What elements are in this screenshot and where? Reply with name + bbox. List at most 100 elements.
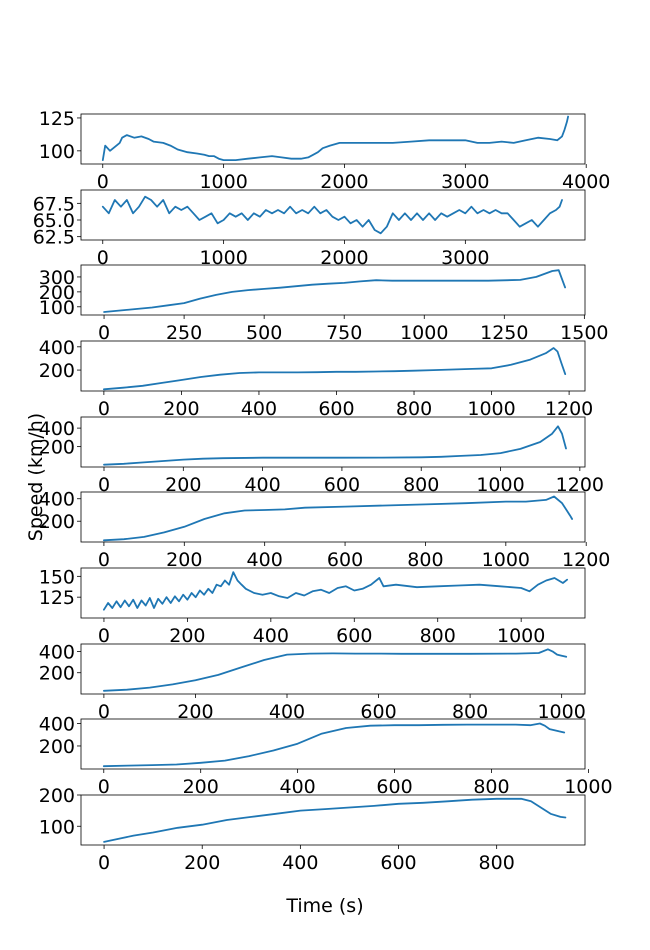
y-tick-label: 200 bbox=[39, 785, 75, 807]
plot-frame-5 bbox=[80, 416, 586, 468]
y-tick-label: 200 bbox=[39, 360, 75, 382]
series-line-10 bbox=[103, 797, 567, 843]
plot-frame-3 bbox=[80, 264, 586, 316]
x-tick-label: 1200 bbox=[556, 474, 604, 496]
x-tick-label: 1500 bbox=[560, 322, 608, 344]
x-tick-label: 0 bbox=[97, 171, 109, 193]
series-line-5 bbox=[103, 425, 567, 466]
plot-frame-6 bbox=[80, 491, 586, 543]
x-tick-label: 0 bbox=[98, 852, 110, 874]
x-tick-label: 600 bbox=[380, 852, 416, 874]
x-axis-title: Time (s) bbox=[285, 895, 363, 917]
x-tick-label: 3000 bbox=[441, 171, 489, 193]
x-tick-label: 400 bbox=[244, 474, 280, 496]
series-line-6 bbox=[103, 495, 573, 542]
y-tick-label: 125 bbox=[39, 108, 75, 130]
x-tick-label: 800 bbox=[420, 625, 456, 647]
x-tick-label: 2000 bbox=[320, 247, 368, 269]
plot-frame-1 bbox=[80, 113, 586, 165]
x-tick-label: 1000 bbox=[564, 776, 612, 798]
y-tick-label: 200 bbox=[39, 736, 75, 758]
y-axis-title: Speed (km/h) bbox=[25, 413, 47, 541]
series-line-2 bbox=[101, 195, 563, 235]
series-line-1 bbox=[101, 115, 569, 161]
x-tick-label: 1000 bbox=[400, 322, 448, 344]
x-tick-label: 600 bbox=[336, 625, 372, 647]
y-tick-label: 200 bbox=[39, 282, 75, 304]
y-tick-label: 400 bbox=[39, 489, 75, 511]
plot-frame-7 bbox=[80, 567, 586, 619]
x-tick-label: 400 bbox=[282, 852, 318, 874]
x-tick-label: 1000 bbox=[476, 474, 524, 496]
x-tick-label: 200 bbox=[177, 701, 213, 723]
plot-frame-2 bbox=[80, 189, 586, 241]
x-tick-label: 0 bbox=[98, 701, 110, 723]
series-line-3 bbox=[103, 269, 566, 313]
series-line-9 bbox=[102, 722, 566, 768]
subplot-2: 0 1000 2000 3000 62.565.067.5 bbox=[33, 189, 586, 269]
x-tick-label: 0 bbox=[97, 247, 109, 269]
plot-frame-10 bbox=[80, 794, 586, 846]
y-tick-label: 100 bbox=[39, 297, 75, 319]
x-tick-label: 0 bbox=[98, 625, 110, 647]
x-tick-label: 250 bbox=[166, 322, 202, 344]
x-tick-label: 200 bbox=[165, 474, 201, 496]
y-tick-label: 300 bbox=[39, 267, 75, 289]
x-tick-label: 3000 bbox=[441, 247, 489, 269]
y-tick-label: 200 bbox=[39, 437, 75, 459]
y-tick-label: 100 bbox=[39, 141, 75, 163]
x-tick-label: 500 bbox=[246, 322, 282, 344]
plot-frame-8 bbox=[80, 643, 586, 695]
x-tick-label: 800 bbox=[396, 398, 432, 420]
x-tick-label: 1000 bbox=[482, 549, 530, 571]
x-tick-label: 400 bbox=[279, 776, 315, 798]
x-tick-label: 0 bbox=[98, 322, 110, 344]
x-tick-label: 1000 bbox=[199, 171, 247, 193]
x-tick-label: 1200 bbox=[562, 549, 610, 571]
x-tick-label: 400 bbox=[253, 625, 289, 647]
x-tick-label: 4000 bbox=[562, 171, 610, 193]
x-tick-label: 600 bbox=[360, 701, 396, 723]
x-tick-label: 400 bbox=[269, 701, 305, 723]
x-tick-label: 200 bbox=[166, 549, 202, 571]
x-tick-label: 600 bbox=[318, 398, 354, 420]
x-tick-label: 800 bbox=[473, 776, 509, 798]
plot-frame-9 bbox=[80, 718, 586, 770]
plot-frame-4 bbox=[80, 340, 586, 392]
x-tick-label: 200 bbox=[184, 852, 220, 874]
x-tick-label: 0 bbox=[98, 549, 110, 571]
x-tick-label: 1000 bbox=[199, 247, 247, 269]
x-tick-label: 800 bbox=[403, 474, 439, 496]
y-tick-label: 125 bbox=[39, 587, 75, 609]
y-tick-label: 100 bbox=[39, 816, 75, 838]
y-tick-label: 62.5 bbox=[33, 227, 75, 249]
x-tick-label: 200 bbox=[163, 398, 199, 420]
subplot-10: 0 200 400 600 800 100 200 bbox=[39, 785, 586, 874]
y-tick-label: 200 bbox=[39, 511, 75, 533]
y-tick-label: 67.5 bbox=[33, 193, 75, 215]
x-tick-label: 0 bbox=[98, 398, 110, 420]
x-tick-label: 750 bbox=[326, 322, 362, 344]
series-line-4 bbox=[103, 347, 567, 391]
x-tick-label: 800 bbox=[479, 852, 515, 874]
x-tick-label: 800 bbox=[452, 701, 488, 723]
y-tick-label: 400 bbox=[39, 418, 75, 440]
x-tick-label: 0 bbox=[98, 776, 110, 798]
x-tick-label: 200 bbox=[183, 776, 219, 798]
x-tick-label: 0 bbox=[98, 474, 110, 496]
subplot-1: 0 1000 2000 3000 4000 100 125 bbox=[39, 108, 611, 193]
y-tick-label: 200 bbox=[39, 663, 75, 685]
series-line-8 bbox=[103, 648, 568, 692]
x-tick-label: 600 bbox=[324, 474, 360, 496]
y-tick-label: 65.0 bbox=[33, 210, 75, 232]
x-tick-label: 800 bbox=[407, 549, 443, 571]
